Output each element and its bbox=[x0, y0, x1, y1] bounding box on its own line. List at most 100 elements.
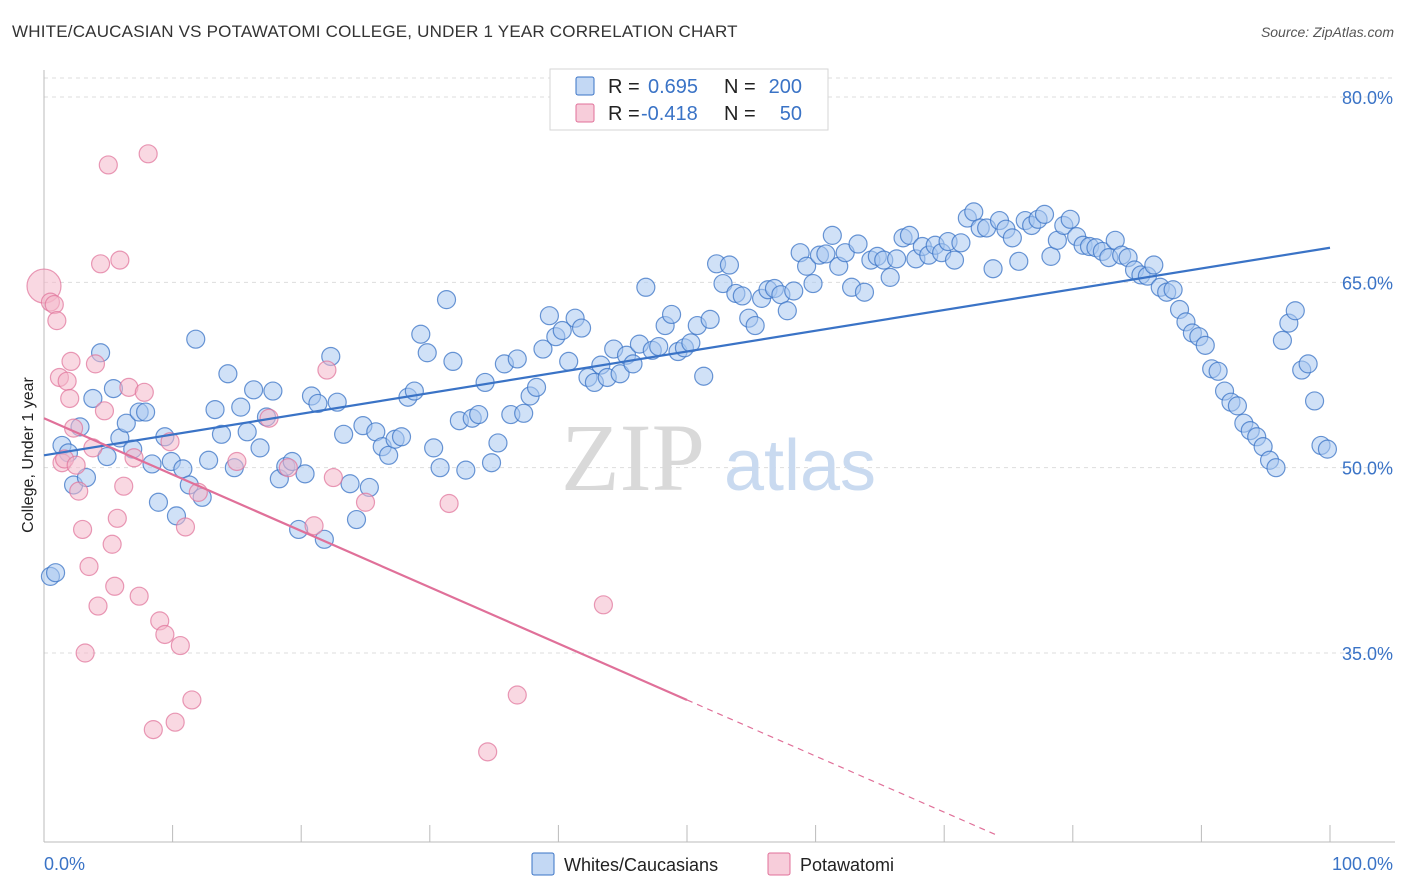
point-whites-46 bbox=[334, 424, 354, 444]
point-potawatomi-26 bbox=[114, 476, 134, 496]
point-whites-102 bbox=[694, 366, 714, 386]
trend-lines bbox=[43, 246, 1331, 836]
point-whites-141 bbox=[944, 250, 965, 270]
point-potawatomi-2 bbox=[44, 294, 64, 315]
point-whites-80 bbox=[552, 320, 572, 341]
point-whites-48 bbox=[346, 509, 367, 530]
point-whites-42 bbox=[308, 393, 328, 414]
legend-n-value-1: 200 bbox=[769, 76, 802, 98]
point-whites-73 bbox=[507, 349, 527, 369]
point-potawatomi-45 bbox=[317, 360, 337, 380]
point-whites-67 bbox=[469, 404, 489, 425]
point-potawatomi-49 bbox=[507, 685, 527, 705]
legend-n-label-1: N = bbox=[724, 76, 756, 98]
point-whites-93 bbox=[636, 277, 656, 297]
point-potawatomi-17 bbox=[85, 354, 106, 374]
point-potawatomi-39 bbox=[182, 690, 202, 710]
series-potawatomi bbox=[26, 144, 614, 762]
point-whites-40 bbox=[295, 464, 315, 484]
bottom-legend-label-whites: Whites/Caucasians bbox=[564, 855, 718, 875]
point-whites-105 bbox=[713, 273, 733, 294]
x-tick-labels: 0.0% 100.0% bbox=[44, 854, 1393, 874]
point-potawatomi-50 bbox=[478, 742, 498, 762]
point-whites-63 bbox=[443, 351, 463, 372]
point-potawatomi-15 bbox=[79, 556, 99, 577]
point-potawatomi-41 bbox=[227, 451, 247, 472]
point-whites-35 bbox=[263, 381, 283, 401]
point-whites-108 bbox=[732, 286, 752, 306]
point-whites-97 bbox=[661, 304, 682, 325]
point-whites-172 bbox=[1144, 255, 1164, 275]
point-whites-132 bbox=[887, 249, 907, 269]
trend-line-potawatomi-extension bbox=[686, 699, 996, 836]
y-axis-title: College, Under 1 year bbox=[20, 377, 37, 533]
point-potawatomi-18 bbox=[88, 596, 108, 616]
legend-box bbox=[549, 68, 829, 131]
point-whites-32 bbox=[244, 380, 264, 400]
legend-r-label-2: R = bbox=[608, 103, 640, 125]
point-whites-159 bbox=[1060, 209, 1080, 229]
point-whites-103 bbox=[700, 309, 720, 329]
point-potawatomi-38 bbox=[175, 517, 196, 537]
legend-r-label-1: R = bbox=[608, 76, 640, 98]
point-whites-197 bbox=[1304, 391, 1325, 411]
trend-line-whites bbox=[43, 246, 1331, 457]
y-tick-label-2: 65.0% bbox=[1342, 273, 1393, 293]
point-potawatomi-47 bbox=[355, 492, 376, 512]
point-potawatomi-13 bbox=[72, 519, 93, 540]
point-whites-83 bbox=[571, 318, 592, 338]
point-whites-116 bbox=[784, 281, 804, 301]
x-tick-label-1: 100.0% bbox=[1332, 854, 1393, 874]
point-whites-191 bbox=[1266, 458, 1286, 478]
bottom-legend-swatch-whites bbox=[531, 852, 555, 876]
chart-title: WHITE/CAUCASIAN VS POTAWATOMI COLLEGE, U… bbox=[12, 22, 738, 41]
point-potawatomi-46 bbox=[323, 467, 343, 488]
point-whites-59 bbox=[417, 343, 437, 363]
legend: R = 0.695 N = 200 R = -0.418 N = 50 bbox=[549, 68, 829, 131]
point-whites-182 bbox=[1208, 361, 1228, 381]
point-potawatomi-23 bbox=[105, 576, 125, 596]
point-whites-30 bbox=[231, 397, 251, 417]
point-whites-144 bbox=[964, 202, 984, 222]
point-whites-110 bbox=[745, 315, 765, 336]
point-whites-61 bbox=[430, 458, 450, 478]
point-potawatomi-21 bbox=[98, 155, 118, 175]
point-whites-62 bbox=[436, 290, 457, 310]
point-whites-150 bbox=[1002, 228, 1022, 248]
legend-swatch-pink bbox=[575, 103, 595, 123]
point-whites-55 bbox=[391, 427, 412, 447]
point-whites-192 bbox=[1272, 330, 1293, 351]
point-whites-151 bbox=[1009, 251, 1029, 271]
point-potawatomi-7 bbox=[57, 371, 77, 391]
point-potawatomi-3 bbox=[47, 311, 67, 331]
point-potawatomi-35 bbox=[160, 432, 180, 452]
point-whites-127 bbox=[854, 282, 875, 302]
point-whites-156 bbox=[1041, 246, 1061, 266]
point-whites-7 bbox=[83, 388, 103, 409]
point-potawatomi-14 bbox=[75, 643, 95, 663]
point-potawatomi-51 bbox=[593, 595, 614, 615]
point-potawatomi-20 bbox=[94, 401, 115, 421]
point-whites-26 bbox=[205, 399, 225, 420]
point-whites-69 bbox=[481, 453, 502, 473]
point-whites-147 bbox=[983, 259, 1003, 279]
y-tick-labels: 35.0% 50.0% 65.0% 80.0% bbox=[1342, 88, 1393, 664]
point-whites-15 bbox=[135, 402, 156, 422]
point-potawatomi-34 bbox=[155, 624, 175, 645]
point-potawatomi-30 bbox=[134, 382, 154, 402]
point-whites-31 bbox=[237, 422, 257, 442]
point-whites-81 bbox=[559, 351, 579, 372]
point-potawatomi-9 bbox=[61, 351, 81, 372]
point-whites-47 bbox=[340, 474, 360, 494]
y-tick-label-0: 35.0% bbox=[1342, 644, 1393, 664]
point-whites-77 bbox=[533, 339, 553, 359]
point-whites-131 bbox=[880, 267, 900, 287]
point-potawatomi-29 bbox=[129, 586, 149, 606]
point-whites-74 bbox=[514, 403, 534, 423]
point-whites-122 bbox=[822, 225, 842, 245]
point-whites-91 bbox=[623, 354, 643, 374]
point-whites-196 bbox=[1298, 354, 1318, 374]
point-whites-142 bbox=[951, 233, 971, 253]
point-potawatomi-22 bbox=[102, 534, 122, 554]
